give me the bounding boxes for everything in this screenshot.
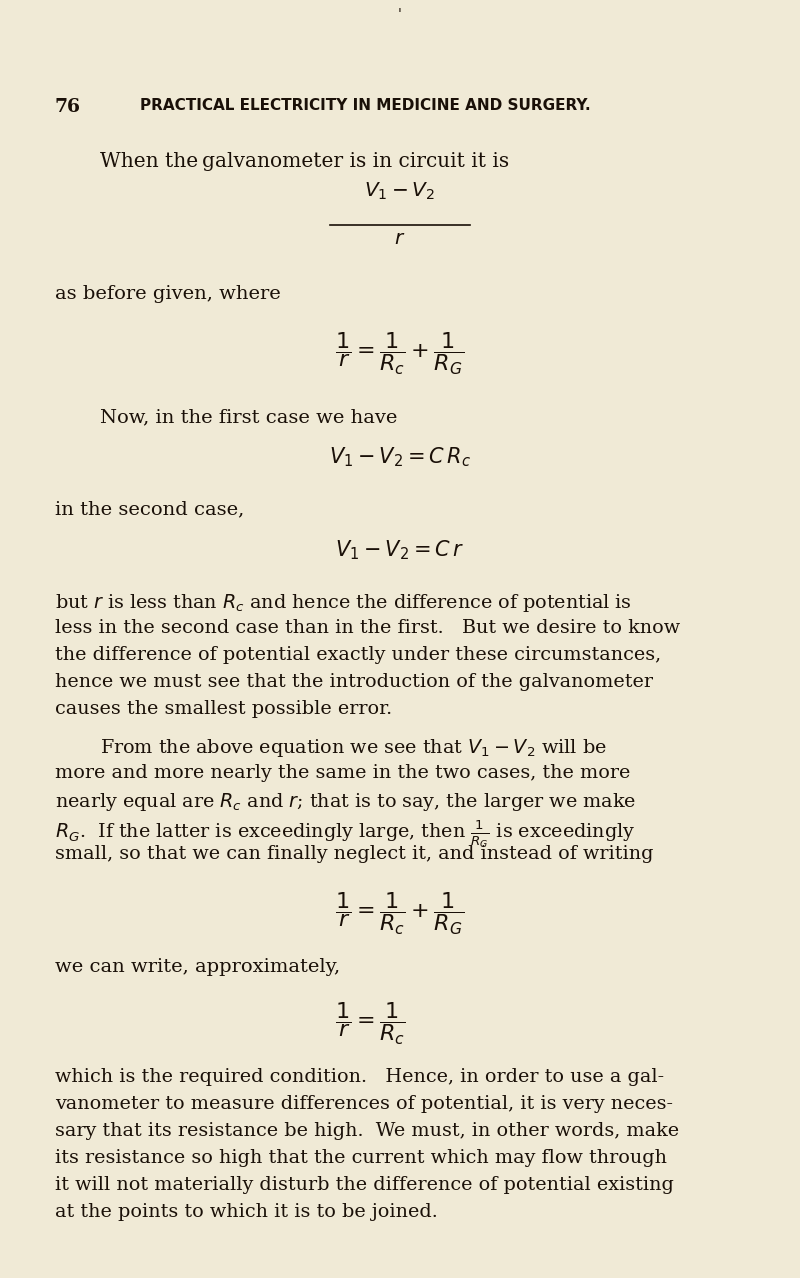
Text: $r$: $r$ (394, 229, 406, 248)
Text: causes the smallest possible error.: causes the smallest possible error. (55, 700, 392, 718)
Text: $\dfrac{1}{r} = \dfrac{1}{R_c}$: $\dfrac{1}{r} = \dfrac{1}{R_c}$ (334, 999, 406, 1047)
Text: in the second case,: in the second case, (55, 500, 244, 518)
Text: it will not materially disturb the difference of potential existing: it will not materially disturb the diffe… (55, 1176, 674, 1194)
Text: ': ' (398, 8, 402, 22)
Text: less in the second case than in the first.   But we desire to know: less in the second case than in the firs… (55, 619, 680, 636)
Text: the difference of potential exactly under these circumstances,: the difference of potential exactly unde… (55, 645, 661, 665)
Text: hence we must see that the introduction of the galvanometer: hence we must see that the introduction … (55, 674, 653, 691)
Text: $V_1 - V_2 = C\,R_c$: $V_1 - V_2 = C\,R_c$ (329, 445, 471, 469)
Text: Now, in the first case we have: Now, in the first case we have (100, 408, 398, 426)
Text: which is the required condition.   Hence, in order to use a gal-: which is the required condition. Hence, … (55, 1068, 664, 1086)
Text: sary that its resistance be high.  We must, in other words, make: sary that its resistance be high. We mus… (55, 1122, 679, 1140)
Text: we can write, approximately,: we can write, approximately, (55, 958, 340, 976)
Text: PRACTICAL ELECTRICITY IN MEDICINE AND SURGERY.: PRACTICAL ELECTRICITY IN MEDICINE AND SU… (140, 98, 590, 112)
Text: When the galvanometer is in circuit it is: When the galvanometer is in circuit it i… (100, 152, 509, 171)
Text: $V_1 - V_2 = C\,r$: $V_1 - V_2 = C\,r$ (335, 538, 465, 561)
Text: nearly equal are $R_c$ and $r$; that is to say, the larger we make: nearly equal are $R_c$ and $r$; that is … (55, 791, 636, 813)
Text: small, so that we can finally neglect it, and instead of writing: small, so that we can finally neglect it… (55, 845, 654, 863)
Text: $\dfrac{1}{r} = \dfrac{1}{R_c} + \dfrac{1}{R_G}$: $\dfrac{1}{r} = \dfrac{1}{R_c} + \dfrac{… (335, 330, 465, 377)
Text: $\dfrac{1}{r} = \dfrac{1}{R_c} + \dfrac{1}{R_G}$: $\dfrac{1}{r} = \dfrac{1}{R_c} + \dfrac{… (335, 889, 465, 937)
Text: more and more nearly the same in the two cases, the more: more and more nearly the same in the two… (55, 764, 630, 782)
Text: 76: 76 (55, 98, 81, 116)
Text: From the above equation we see that $V_1 - V_2$ will be: From the above equation we see that $V_1… (100, 737, 606, 759)
Text: at the points to which it is to be joined.: at the points to which it is to be joine… (55, 1203, 438, 1220)
Text: vanometer to measure differences of potential, it is very neces-: vanometer to measure differences of pote… (55, 1095, 673, 1113)
Text: its resistance so high that the current which may flow through: its resistance so high that the current … (55, 1149, 667, 1167)
Text: but $r$ is less than $R_c$ and hence the difference of potential is: but $r$ is less than $R_c$ and hence the… (55, 592, 632, 613)
Text: $V_1 - V_2$: $V_1 - V_2$ (364, 180, 436, 202)
Text: as before given, where: as before given, where (55, 285, 281, 303)
Text: $R_G$.  If the latter is exceedingly large, then $\frac{1}{R_G}$ is exceedingly: $R_G$. If the latter is exceedingly larg… (55, 818, 635, 850)
